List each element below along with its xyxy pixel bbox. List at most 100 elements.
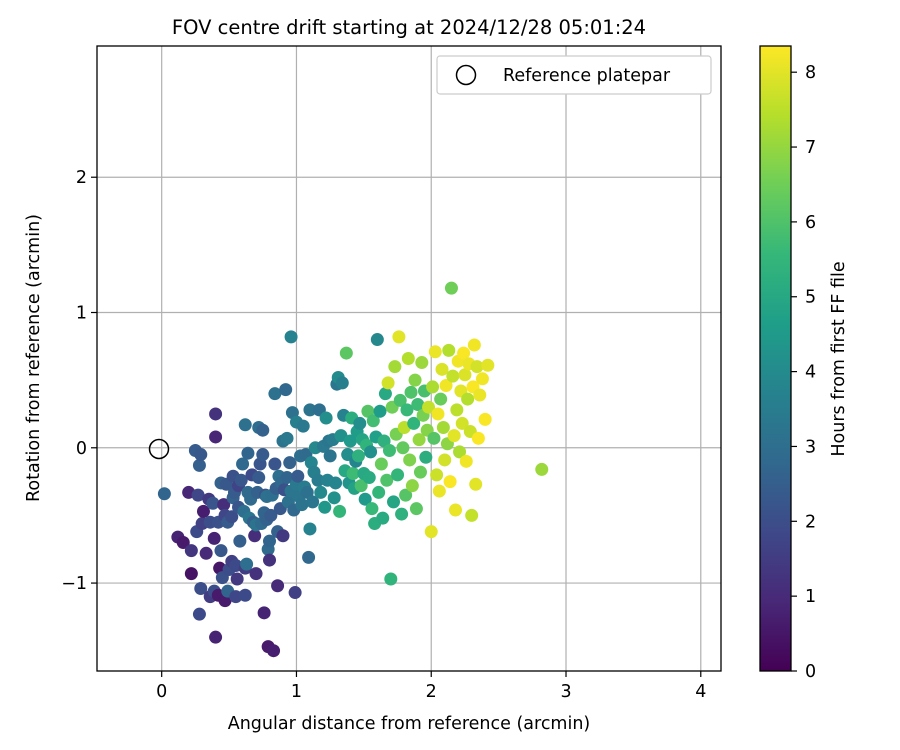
data-point [388, 360, 402, 374]
data-point [280, 431, 294, 445]
data-point [372, 485, 386, 499]
data-point [334, 429, 348, 443]
data-point [296, 419, 310, 433]
data-point [264, 508, 278, 522]
colorbar-tick-label: 6 [805, 213, 816, 233]
legend-box [436, 55, 712, 95]
data-point [384, 572, 398, 586]
y-tick-label: 2 [76, 168, 87, 188]
data-point [387, 495, 401, 509]
data-point [432, 484, 446, 498]
x-axis-ticks: 0 1 2 3 4 [156, 671, 706, 702]
data-point [311, 473, 325, 487]
legend-reference-label: Reference platepar [503, 66, 671, 86]
y-tick-label: −1 [61, 574, 87, 594]
data-point [407, 416, 421, 430]
data-point [364, 445, 378, 459]
data-point [234, 473, 248, 487]
data-point [217, 498, 231, 512]
colorbar-tick-label: 8 [805, 63, 816, 83]
data-point [393, 393, 407, 407]
data-point [241, 446, 255, 460]
data-point [300, 485, 314, 499]
colorbar-ticks: 0 1 2 3 4 5 6 7 8 [791, 63, 816, 682]
data-point [426, 380, 440, 394]
data-point [481, 358, 495, 372]
data-point [459, 454, 473, 468]
data-point [249, 567, 263, 581]
data-point [267, 644, 281, 658]
data-point [450, 403, 464, 417]
y-axis-ticks: −1 0 1 2 [61, 168, 97, 594]
data-point [458, 368, 472, 382]
data-point [280, 471, 294, 485]
data-point [396, 441, 410, 455]
chart-title: FOV centre drift starting at 2024/12/28 … [172, 16, 646, 39]
data-point [376, 511, 390, 525]
data-point [473, 388, 487, 402]
data-point [333, 504, 347, 518]
x-axis-label: Angular distance from reference (arcmin) [228, 714, 591, 734]
data-point [238, 418, 252, 432]
data-point [358, 492, 372, 506]
data-point [353, 416, 367, 430]
data-point [206, 496, 220, 510]
data-point [392, 330, 406, 344]
data-point [467, 338, 481, 352]
data-point [395, 507, 409, 521]
data-point [354, 479, 368, 493]
data-point [401, 352, 415, 365]
data-point [478, 412, 492, 426]
x-tick-label: 4 [695, 682, 706, 702]
reference-platepar-marker [148, 438, 170, 460]
data-point [176, 535, 190, 549]
data-point [413, 465, 427, 479]
data-point [263, 534, 277, 548]
data-point [422, 400, 436, 414]
data-point [391, 468, 405, 482]
data-point [329, 476, 343, 490]
data-point [192, 607, 206, 621]
data-point [256, 448, 270, 462]
x-tick-label: 3 [560, 682, 571, 702]
data-point [427, 431, 441, 445]
data-point [335, 376, 349, 390]
colorbar-tick-label: 3 [805, 437, 816, 457]
data-point [225, 510, 239, 524]
data-point [248, 529, 262, 543]
data-point [453, 445, 467, 459]
data-point [194, 448, 208, 462]
data-point [283, 456, 297, 470]
data-point [238, 588, 252, 602]
data-point [268, 457, 282, 471]
data-point [399, 488, 413, 502]
data-point [343, 434, 357, 448]
data-point [374, 457, 388, 471]
data-point [288, 586, 302, 600]
data-point [291, 469, 305, 483]
data-point [240, 557, 254, 571]
data-point [465, 508, 479, 522]
data-point [302, 550, 316, 564]
data-point [378, 387, 392, 401]
colorbar-tick-label: 5 [805, 288, 816, 308]
data-point [428, 345, 442, 359]
data-point [327, 491, 341, 505]
data-point [284, 330, 298, 344]
data-point [446, 369, 460, 383]
plot-frame [96, 45, 722, 672]
x-tick-label: 1 [291, 682, 302, 702]
data-point [314, 485, 328, 499]
colorbar-tick-label: 2 [805, 512, 816, 532]
data-point [279, 383, 293, 397]
data-point [444, 281, 458, 295]
data-point [447, 429, 461, 443]
data-point [209, 630, 223, 644]
data-points [157, 281, 549, 658]
data-point [373, 404, 387, 418]
colorbar-tick-label: 7 [805, 138, 816, 158]
data-point [346, 466, 360, 480]
data-point [424, 525, 438, 539]
data-point [439, 379, 453, 393]
legend-reference-marker [455, 64, 477, 86]
